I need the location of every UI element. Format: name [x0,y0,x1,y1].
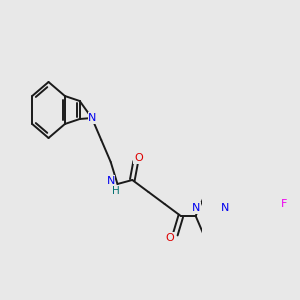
Text: N: N [106,176,115,186]
Text: H: H [112,186,120,196]
Text: N: N [221,203,230,213]
Text: N: N [192,203,200,213]
Text: O: O [134,153,143,163]
Text: N: N [88,113,97,123]
Text: F: F [281,199,288,209]
Text: O: O [166,233,174,243]
